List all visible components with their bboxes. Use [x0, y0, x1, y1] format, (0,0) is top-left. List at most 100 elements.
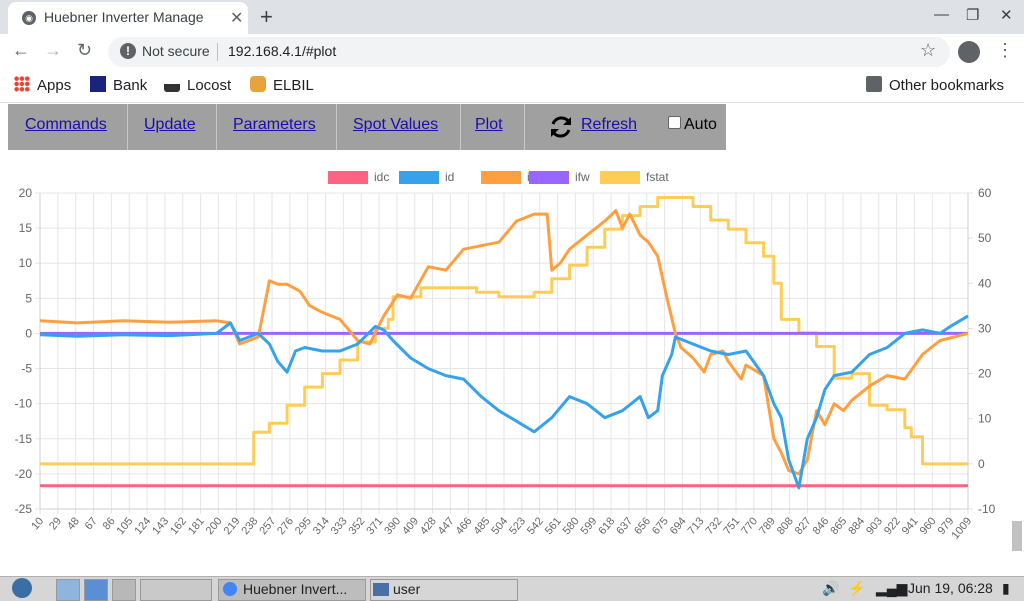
close-window-icon[interactable]: ✕	[1000, 7, 1013, 24]
info-icon[interactable]: !	[120, 43, 136, 59]
x-tick-label: 960	[918, 515, 939, 537]
restore-icon[interactable]: ❐	[966, 7, 980, 24]
x-tick-label: 257	[257, 515, 278, 537]
locost-icon	[164, 76, 180, 92]
y-left-tick-label: 20	[19, 186, 33, 200]
x-tick-label: 314	[311, 515, 332, 537]
x-tick-label: 770	[739, 515, 760, 537]
reload-icon[interactable]: ↻	[77, 40, 93, 60]
refresh-icon[interactable]	[548, 114, 574, 140]
browser-launcher-icon[interactable]	[84, 579, 108, 601]
x-tick-label: 1009	[949, 515, 974, 541]
x-tick-label: 390	[382, 515, 403, 537]
y-right-tick-label: 50	[978, 231, 992, 245]
bookmark-bank[interactable]: Bank	[90, 76, 147, 94]
nav-item-commands: Commands	[8, 104, 128, 150]
power-icon[interactable]: ⚡	[848, 580, 866, 596]
x-tick-label: 846	[811, 515, 832, 537]
y-left-tick-label: -15	[15, 432, 33, 446]
window-switcher-icon[interactable]	[112, 579, 136, 601]
tab-strip: ◉ Huebner Inverter Manage ✕ + — ❐ ✕	[0, 0, 1024, 34]
x-tick-label: 504	[489, 515, 510, 537]
x-tick-label: 238	[239, 515, 260, 537]
x-tick-label: 485	[471, 515, 492, 537]
globe-icon: ◉	[22, 11, 36, 25]
close-tab-icon[interactable]: ✕	[230, 10, 244, 27]
x-tick-label: 618	[596, 515, 617, 537]
auto-checkbox-label[interactable]: Auto	[668, 116, 717, 134]
plot-chart: 10 29 48 67 86105124143162181200219238257276…	[15, 170, 996, 542]
x-tick-label: 656	[632, 515, 653, 537]
spot-values-link[interactable]: Spot Values	[353, 116, 439, 133]
plot-link[interactable]: Plot	[475, 116, 503, 133]
x-tick-label: 561	[543, 515, 564, 537]
network-icon[interactable]: ▂▄▆	[876, 580, 908, 596]
profile-avatar-icon[interactable]	[958, 41, 980, 63]
y-right-tick-label: 20	[978, 367, 992, 381]
y-left-tick-label: 10	[19, 256, 33, 270]
legend-label-ifw: ifw	[575, 170, 590, 184]
apps-grid-icon	[14, 76, 30, 92]
refresh-link[interactable]: Refresh	[581, 116, 638, 133]
x-tick-label: 542	[525, 515, 546, 537]
minimize-icon[interactable]: —	[934, 6, 949, 23]
start-menu-icon[interactable]	[12, 578, 32, 598]
volume-icon[interactable]: 🔊	[822, 580, 840, 596]
x-tick-label: 466	[454, 515, 475, 537]
browser-tab[interactable]: ◉ Huebner Inverter Manage ✕	[8, 2, 248, 34]
update-link[interactable]: Update	[144, 116, 196, 133]
back-icon[interactable]: ←	[12, 40, 30, 60]
tab-title: Huebner Inverter Manage	[44, 9, 204, 25]
bank-icon	[90, 76, 106, 92]
bookmark-elbil[interactable]: ELBIL	[250, 76, 314, 94]
address-bar[interactable]: ! Not secure 192.168.4.1/#plot ☆	[108, 37, 950, 67]
legend-label-idc: idc	[374, 170, 389, 184]
x-tick-label: 732	[703, 515, 724, 537]
x-tick-label: 181	[186, 515, 207, 537]
x-tick-label: 409	[400, 515, 421, 537]
bookmarks-bar: Apps Bank Locost ELBIL Other bookmarks	[0, 70, 1024, 103]
x-tick-label: 371	[364, 515, 385, 537]
y-left-tick-label: 5	[25, 291, 32, 305]
bookmark-locost[interactable]: Locost	[164, 76, 231, 94]
x-tick-label: 941	[900, 515, 921, 537]
y-right-tick-label: -10	[978, 502, 996, 516]
file-manager-icon[interactable]	[56, 579, 80, 601]
series-line-id	[39, 314, 969, 490]
browser-toolbar: ← → ↻ ! Not secure 192.168.4.1/#plot ☆ ⋮	[0, 34, 1024, 70]
security-warning[interactable]: Not secure	[142, 43, 210, 59]
y-right-tick-label: 60	[978, 186, 992, 200]
x-tick-label: 143	[150, 515, 171, 537]
x-tick-label: 333	[329, 515, 350, 537]
folder-icon	[866, 76, 882, 92]
menu-kebab-icon[interactable]: ⋮	[996, 40, 1014, 60]
auto-checkbox[interactable]	[668, 116, 681, 129]
desktop-pager[interactable]	[140, 579, 212, 601]
show-desktop-icon[interactable]: ▮	[1002, 580, 1010, 596]
bookmark-star-icon[interactable]: ☆	[920, 40, 937, 60]
scrollbar[interactable]	[1012, 521, 1022, 551]
legend-swatch-id	[399, 171, 439, 184]
divider	[217, 43, 218, 61]
url-text[interactable]: 192.168.4.1/#plot	[228, 43, 337, 59]
taskbar-window-browser[interactable]: Huebner Invert...	[218, 579, 366, 601]
bookmark-apps[interactable]: Apps	[14, 76, 71, 94]
x-tick-label: 10	[29, 515, 46, 532]
y-left-tick-label: -25	[15, 502, 33, 516]
taskbar-window-user[interactable]: user	[370, 579, 518, 601]
y-right-tick-label: 30	[978, 321, 992, 335]
x-tick-label: 67	[83, 515, 100, 532]
x-tick-label: 523	[507, 515, 528, 537]
legend-swatch-ifw	[529, 171, 569, 184]
nav-item-parameters: Parameters	[217, 104, 337, 150]
parameters-link[interactable]: Parameters	[233, 116, 316, 133]
folder-icon	[373, 583, 389, 596]
x-tick-label: 447	[436, 515, 457, 537]
taskbar: Huebner Invert... user 🔊 ⚡ ▂▄▆ Jun 19, 0…	[0, 576, 1024, 601]
forward-icon[interactable]: →	[44, 40, 62, 60]
commands-link[interactable]: Commands	[25, 116, 107, 133]
legend-swatch-fstat	[600, 171, 640, 184]
other-bookmarks[interactable]: Other bookmarks	[866, 76, 1004, 94]
x-tick-label: 428	[418, 515, 439, 537]
new-tab-button[interactable]: +	[260, 4, 273, 29]
